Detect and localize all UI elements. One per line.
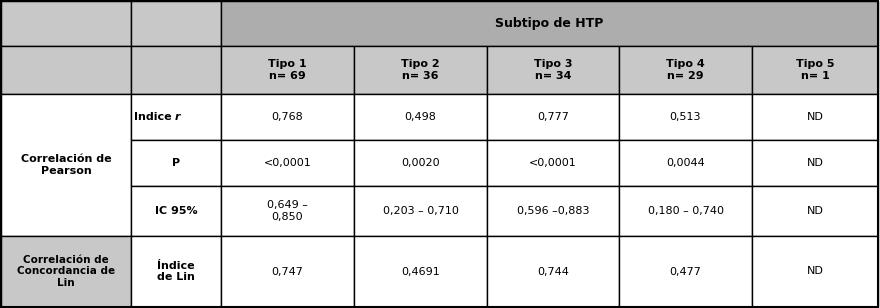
Text: <0,0001: <0,0001 xyxy=(529,158,577,168)
Bar xyxy=(354,236,487,307)
Text: 0,498: 0,498 xyxy=(405,112,436,122)
Text: ND: ND xyxy=(807,206,824,216)
Bar xyxy=(619,236,752,307)
Bar xyxy=(487,46,619,94)
Bar xyxy=(487,94,619,140)
Bar xyxy=(619,186,752,236)
Bar xyxy=(221,94,354,140)
Text: 0,747: 0,747 xyxy=(272,266,304,277)
Bar xyxy=(1,46,131,94)
Text: 0,768: 0,768 xyxy=(272,112,304,122)
Bar xyxy=(131,1,221,46)
Text: Indice: Indice xyxy=(134,112,175,122)
Text: 0,4691: 0,4691 xyxy=(401,266,440,277)
Text: Tipo 5
n= 1: Tipo 5 n= 1 xyxy=(796,59,834,81)
Text: Tipo 1
n= 69: Tipo 1 n= 69 xyxy=(268,59,307,81)
Bar xyxy=(131,46,221,94)
Text: Índice
de Lin: Índice de Lin xyxy=(157,261,195,282)
Text: Correlación de
Pearson: Correlación de Pearson xyxy=(21,154,111,176)
Bar xyxy=(354,140,487,186)
Text: 0,649 –
0,850: 0,649 – 0,850 xyxy=(267,200,308,222)
Bar xyxy=(752,94,878,140)
Bar xyxy=(221,46,354,94)
Bar xyxy=(221,186,354,236)
Text: 0,477: 0,477 xyxy=(670,266,701,277)
Text: ND: ND xyxy=(807,158,824,168)
Text: 0,744: 0,744 xyxy=(537,266,569,277)
Bar xyxy=(131,140,221,186)
Bar xyxy=(131,94,221,140)
Bar xyxy=(221,140,354,186)
Bar xyxy=(131,236,221,307)
Text: Correlación de
Concordancia de
Lin: Correlación de Concordancia de Lin xyxy=(17,255,115,288)
Bar xyxy=(1,1,131,46)
Text: <0,0001: <0,0001 xyxy=(264,158,312,168)
Bar xyxy=(1,94,131,236)
Bar xyxy=(752,186,878,236)
Text: IC 95%: IC 95% xyxy=(155,206,197,216)
Bar xyxy=(752,46,878,94)
Bar xyxy=(619,46,752,94)
Bar xyxy=(619,140,752,186)
Text: 0,596 –0,883: 0,596 –0,883 xyxy=(517,206,590,216)
Bar xyxy=(487,236,619,307)
Text: 0,0020: 0,0020 xyxy=(401,158,440,168)
Text: 0,203 – 0,710: 0,203 – 0,710 xyxy=(383,206,458,216)
Bar xyxy=(221,1,878,46)
Bar xyxy=(487,140,619,186)
Text: 0,180 – 0,740: 0,180 – 0,740 xyxy=(648,206,723,216)
Text: Tipo 3
n= 34: Tipo 3 n= 34 xyxy=(534,59,572,81)
Bar xyxy=(487,186,619,236)
Bar xyxy=(354,46,487,94)
Text: r: r xyxy=(175,112,180,122)
Text: Tipo 4
n= 29: Tipo 4 n= 29 xyxy=(666,59,705,81)
Text: 0,513: 0,513 xyxy=(670,112,701,122)
Bar xyxy=(1,236,131,307)
Bar xyxy=(221,236,354,307)
Bar xyxy=(354,186,487,236)
Bar xyxy=(752,236,878,307)
Text: ND: ND xyxy=(807,266,824,277)
Text: ND: ND xyxy=(807,112,824,122)
Text: 0,777: 0,777 xyxy=(537,112,569,122)
Bar xyxy=(131,186,221,236)
Text: Subtipo de HTP: Subtipo de HTP xyxy=(495,17,604,30)
Text: Tipo 2
n= 36: Tipo 2 n= 36 xyxy=(401,59,440,81)
Bar xyxy=(354,94,487,140)
Text: 0,0044: 0,0044 xyxy=(666,158,705,168)
Bar xyxy=(752,140,878,186)
Text: P: P xyxy=(172,158,180,168)
Bar xyxy=(619,94,752,140)
